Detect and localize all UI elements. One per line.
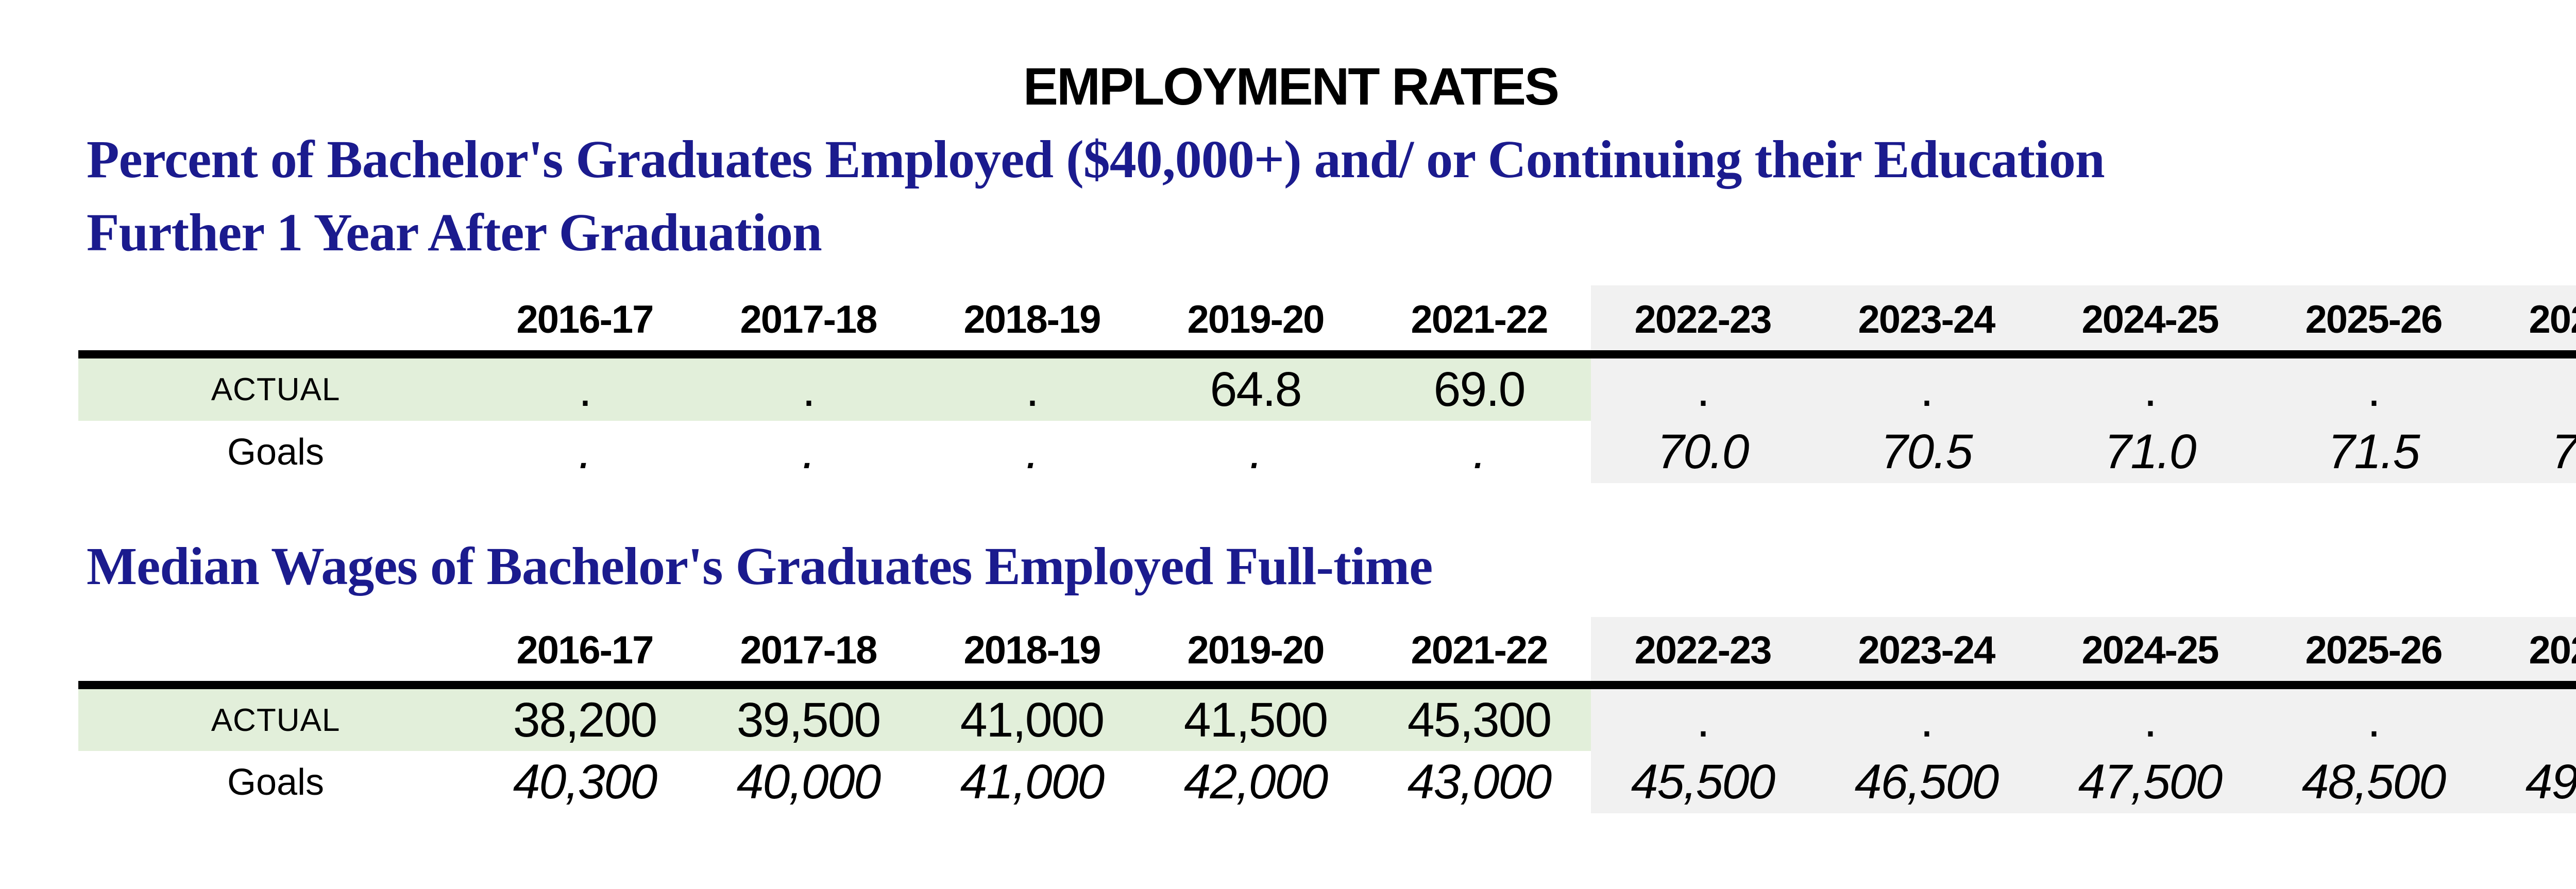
- employment-rate-table: 2016-17 2017-18 2018-19 2019-20 2021-22 2022-…: [78, 285, 2576, 483]
- column-header-2016-17: 2016-17: [516, 298, 654, 341]
- table-cell: 41,000: [960, 755, 1105, 809]
- column-header-2026-27: 2026-27: [2529, 628, 2576, 672]
- table-cell: .: [578, 362, 592, 417]
- column-header-2018-19: 2018-19: [963, 298, 1101, 341]
- column-header-2026-27: 2026-27: [2529, 298, 2576, 341]
- row-label-actual: ACTUAL: [211, 372, 341, 407]
- table-cell: .: [1696, 692, 1710, 747]
- column-header-2021-22: 2021-22: [1411, 628, 1549, 672]
- section1-heading-line1: Percent of Bachelor's Graduates Employed…: [87, 130, 2105, 189]
- table-cell: .: [1025, 424, 1039, 479]
- table-top-border: [78, 350, 2576, 358]
- table-cell: .: [2485, 692, 2576, 748]
- table-cell: 45,300: [1407, 692, 1552, 747]
- employment-rate-actual-row: ACTUAL... 64.8 69.0.....: [78, 358, 2576, 421]
- table-cell: .: [1472, 424, 1486, 479]
- table-cell: 69.0: [1433, 362, 1526, 417]
- row-label-goals: Goals: [227, 431, 325, 473]
- table-cell: 70.0: [1657, 424, 1750, 479]
- table-cell: 49,000: [2525, 755, 2576, 809]
- table-cell: .: [1920, 362, 1934, 417]
- column-header-2025-26: 2025-26: [2305, 628, 2443, 672]
- table-cell: .: [1249, 424, 1263, 479]
- table-cell: 38,200: [513, 692, 658, 747]
- section2-heading: Median Wages of Bachelor's Graduates Emp…: [87, 537, 1433, 596]
- table-top-border: [78, 681, 2576, 689]
- row-label-goals: Goals: [227, 761, 325, 803]
- table-cell: 41,000: [960, 692, 1105, 747]
- table-cell: .: [2367, 362, 2381, 417]
- forecast-columns-band: [1591, 617, 2576, 813]
- table-cell: 43,000: [1407, 755, 1552, 809]
- column-header-2023-24: 2023-24: [1858, 298, 1996, 341]
- table-cell: .: [1920, 692, 1934, 747]
- median-wages-actual-row: ACTUAL 38,200 39,500 41,000 41,500 45,300....…: [78, 689, 2576, 751]
- column-header-2017-18: 2017-18: [740, 298, 878, 341]
- column-header-2022-23: 2022-23: [1634, 298, 1772, 341]
- median-wages-table: 2016-17 2017-18 2018-19 2019-20 2021-22 2022-…: [78, 617, 2576, 813]
- table-cell: .: [1696, 362, 1710, 417]
- column-header-2019-20: 2019-20: [1187, 628, 1325, 672]
- section1-heading-line2: Further 1 Year After Graduation: [87, 203, 822, 262]
- table-cell: 72.0: [2551, 424, 2576, 479]
- column-header-2021-22: 2021-22: [1411, 298, 1549, 341]
- table-cell: .: [2485, 362, 2576, 418]
- year-header-row: 2016-17 2017-18 2018-19 2019-20 2021-22 2022-…: [78, 285, 2576, 350]
- column-header-2025-26: 2025-26: [2305, 298, 2443, 341]
- table-cell: .: [1025, 362, 1039, 417]
- table-cell: 71.0: [2104, 424, 2197, 479]
- table-cell: 70.5: [1880, 424, 1973, 479]
- table-cell: .: [802, 424, 816, 479]
- table-cell: 71.5: [2328, 424, 2420, 479]
- table-cell: .: [578, 424, 592, 479]
- actual-row-highlight: [78, 358, 1591, 421]
- column-header-2019-20: 2019-20: [1187, 298, 1325, 341]
- page-title: EMPLOYMENT RATES: [1023, 57, 1560, 116]
- table-cell: 42,000: [1183, 755, 1329, 809]
- column-header-2016-17: 2016-17: [516, 628, 654, 672]
- employment-rate-goals-row: Goals..... 70.0 70.5 71.0 71.5 72.0: [78, 421, 2576, 483]
- table-cell: 40,300: [513, 755, 658, 809]
- table-cell: .: [802, 362, 816, 417]
- table-cell: 45,500: [1631, 755, 1776, 809]
- table-cell: .: [2367, 692, 2381, 747]
- table-cell: 39,500: [736, 692, 882, 747]
- forecast-columns-band: [1591, 285, 2576, 483]
- table-cell: 48,500: [2301, 755, 2447, 809]
- table-cell: .: [2143, 692, 2157, 747]
- table-cell: 47,500: [2078, 755, 2223, 809]
- year-header-row: 2016-17 2017-18 2018-19 2019-20 2021-22 2022-…: [78, 617, 2576, 681]
- column-header-2024-25: 2024-25: [2081, 628, 2219, 672]
- column-header-2024-25: 2024-25: [2081, 298, 2219, 341]
- row-label-actual: ACTUAL: [211, 702, 341, 738]
- table-cell: 40,000: [736, 755, 882, 809]
- table-cell: .: [2143, 362, 2157, 417]
- column-header-2023-24: 2023-24: [1858, 628, 1996, 672]
- column-header-2017-18: 2017-18: [740, 628, 878, 672]
- table-cell: 46,500: [1854, 755, 1999, 809]
- median-wages-goals-row: Goals 40,300 40,000 41,000 42,000 43,000 45,50…: [78, 751, 2576, 813]
- table-cell: 41,500: [1183, 692, 1329, 747]
- column-header-2022-23: 2022-23: [1634, 628, 1772, 672]
- actual-row-highlight: [78, 689, 1591, 751]
- table-cell: 64.8: [1210, 362, 1302, 417]
- column-header-2018-19: 2018-19: [963, 628, 1101, 672]
